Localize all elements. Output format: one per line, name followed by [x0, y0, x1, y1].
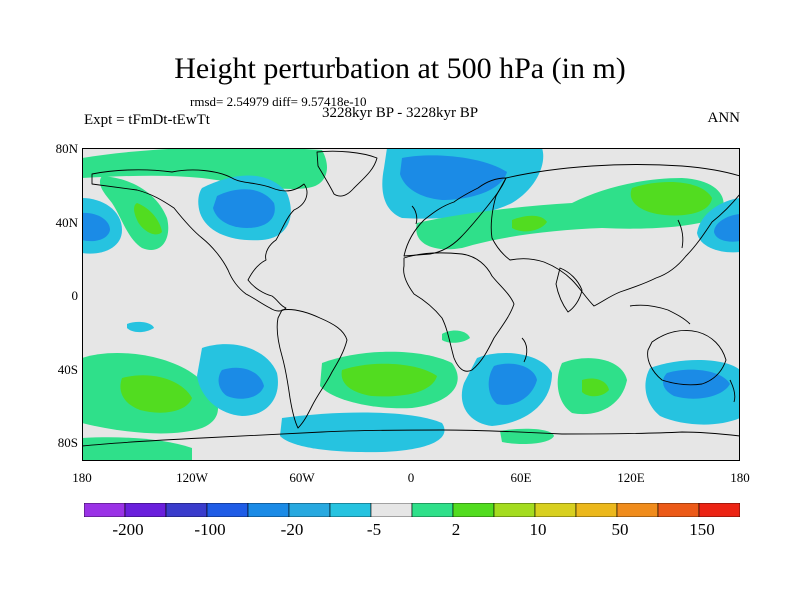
- rmsd-stats: rmsd= 2.54979 diff= 9.57418e-10: [190, 94, 367, 109]
- colorbar: [84, 503, 740, 517]
- anomaly-field-negative-strong: [488, 363, 537, 405]
- lat-tick-label: 80N: [55, 141, 78, 156]
- colorbar-label: 2: [451, 520, 461, 539]
- anomaly-field-negative-strong: [714, 214, 740, 242]
- colorbar-swatch: [493, 503, 536, 517]
- colorbar-swatch: [616, 503, 659, 517]
- anomaly-field-negative-strong: [82, 212, 110, 242]
- colorbar-swatch: [329, 503, 372, 517]
- colorbar-swatch: [288, 503, 331, 517]
- anomaly-field-negative-strong: [213, 189, 275, 228]
- anomaly-field-negative: [280, 412, 445, 453]
- colorbar-swatch: [452, 503, 495, 517]
- anomaly-field-positive-strong: [341, 363, 437, 397]
- lon-tick-label: 60E: [510, 470, 532, 485]
- colorbar-swatch: [657, 503, 700, 517]
- height-perturbation-map: [82, 148, 740, 461]
- lon-tick-label: 120E: [617, 470, 645, 485]
- anomaly-field-negative: [127, 321, 154, 333]
- contour-fields: [82, 148, 740, 461]
- coastline-australia: [647, 330, 727, 386]
- lat-tick-label: 40S: [57, 362, 78, 377]
- season-label: ANN: [707, 110, 741, 126]
- coastline-africa: [403, 252, 515, 372]
- colorbar-swatch: [534, 503, 577, 517]
- colorbar-swatch: [247, 503, 290, 517]
- anomaly-field-positive-strong: [630, 182, 712, 216]
- lat-tick-label: 40N: [55, 215, 78, 230]
- anomaly-field-negative-strong: [400, 155, 507, 200]
- colorbar-swatch: [411, 503, 454, 517]
- coastline-north-america: [91, 169, 308, 312]
- coastline-asia: [490, 164, 740, 307]
- anomaly-field-positive-strong: [134, 203, 162, 235]
- colorbar-swatch: [165, 503, 208, 517]
- lon-tick-label: 180: [730, 470, 750, 485]
- coastline-japan: [677, 219, 684, 249]
- anomaly-field-negative-strong: [218, 367, 264, 399]
- lon-tick-label: 0: [407, 470, 415, 485]
- coastline-uk: [411, 205, 418, 225]
- experiment-label: Expt = tFmDt-tEwTt: [84, 112, 210, 128]
- colorbar-label: 50: [611, 520, 629, 539]
- anomaly-field-positive-strong: [512, 215, 547, 232]
- coastline-antarctica: [82, 429, 740, 447]
- colorbar-label: 150: [689, 520, 715, 539]
- colorbar-label: -20: [280, 520, 304, 539]
- colorbar-swatch: [206, 503, 249, 517]
- lat-tick-label: 80S: [57, 435, 78, 450]
- anomaly-field-positive-strong: [120, 375, 192, 413]
- anomaly-field-positive-strong: [582, 378, 609, 397]
- coastline-south-america: [276, 309, 348, 429]
- colorbar-swatch: [575, 503, 618, 517]
- lon-tick-label: 120W: [176, 470, 208, 485]
- colorbar-label: -5: [366, 520, 382, 539]
- coastline-madagascar: [521, 337, 528, 363]
- lat-tick-label: 0: [71, 288, 79, 303]
- lon-tick-label: 60W: [289, 470, 315, 485]
- coastlines: [82, 150, 740, 447]
- map-title: Height perturbation at 500 hPa (in m): [174, 52, 626, 85]
- colorbar-swatch: [124, 503, 167, 517]
- coastline-india: [555, 267, 583, 313]
- colorbar-swatch: [370, 503, 413, 517]
- coastline-new-zealand: [729, 379, 736, 403]
- colorbar-label: 10: [529, 520, 547, 539]
- coastline-greenland: [316, 150, 378, 197]
- colorbar-swatch: [698, 503, 740, 517]
- colorbar-swatch: [84, 503, 126, 517]
- period-label: 3228kyr BP - 3228kyr BP: [322, 105, 479, 121]
- coastline-europe: [403, 177, 507, 257]
- lon-tick-label: 180: [72, 470, 92, 485]
- colorbar-label: -200: [112, 520, 144, 539]
- coastline-indonesia: [629, 304, 691, 325]
- colorbar-label: -100: [194, 520, 226, 539]
